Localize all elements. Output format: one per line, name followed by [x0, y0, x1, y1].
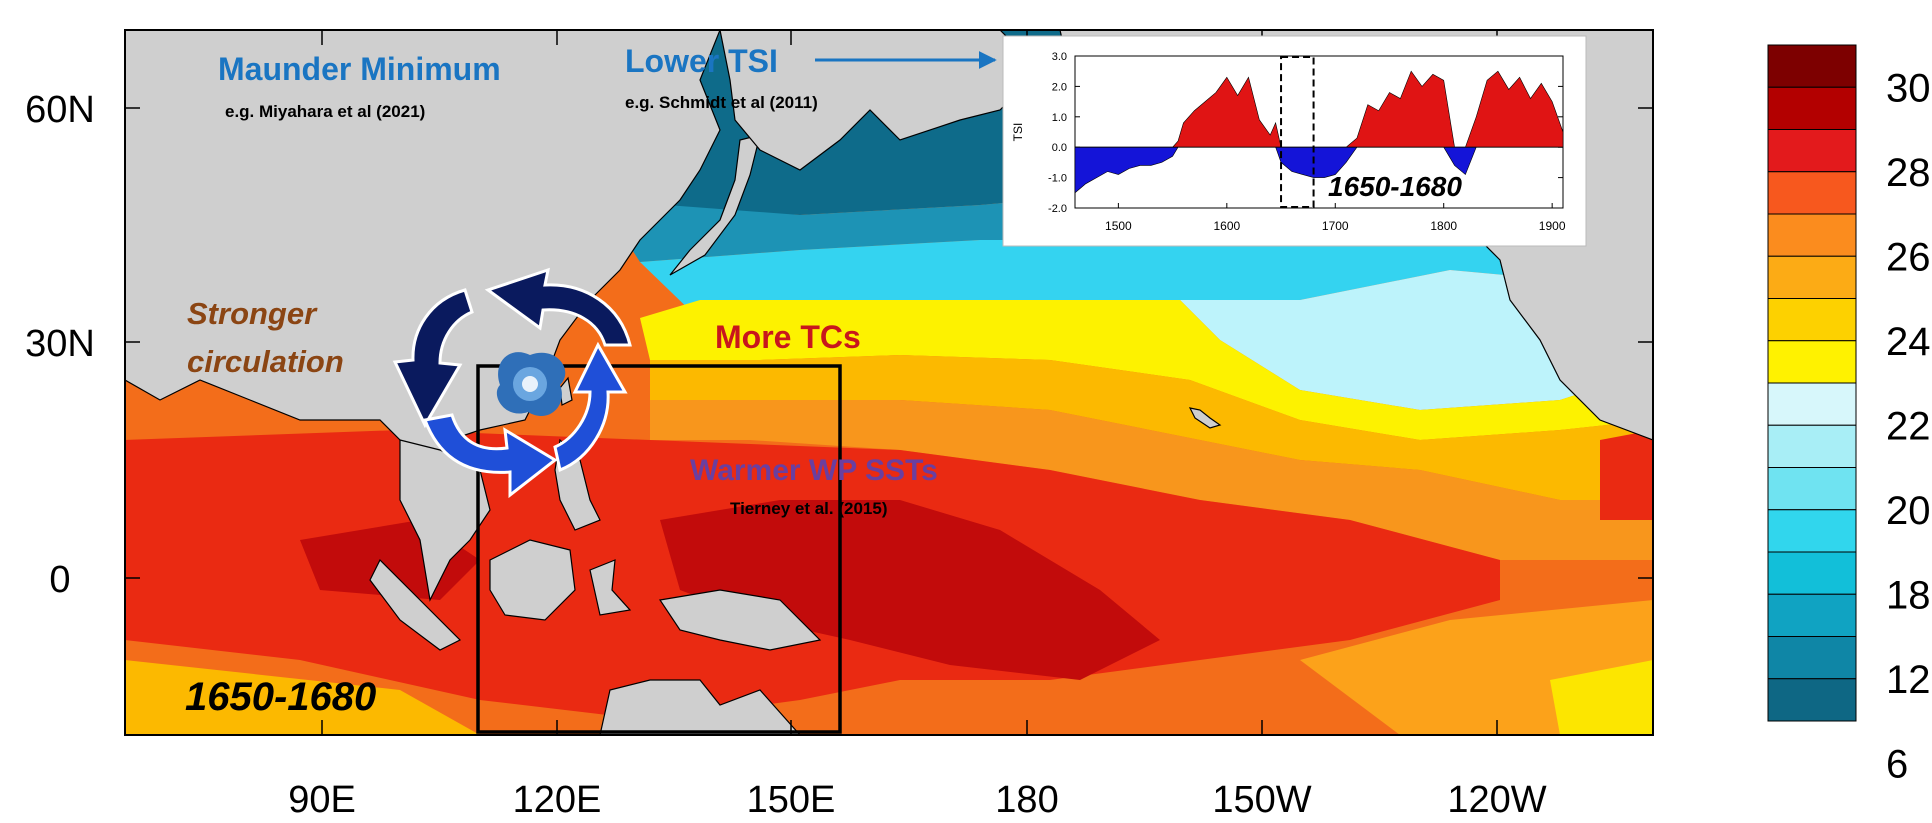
lat-label-30n: 30N	[25, 323, 95, 365]
colorbar-swatch	[1767, 678, 1857, 722]
colorbar-tick-label: 28	[1886, 151, 1931, 195]
colorbar-swatch	[1767, 213, 1857, 257]
colorbar-tick-label: 22	[1886, 404, 1931, 448]
hawaii	[1188, 407, 1222, 429]
inset-ylabel: TSI	[1011, 123, 1025, 142]
inset-y-tick-label: 2.0	[1052, 81, 1067, 93]
colorbar-tick-label: 18	[1886, 573, 1931, 617]
lat-label-60n: 60N	[25, 89, 95, 131]
inset-y-tick-label: -1.0	[1048, 173, 1067, 185]
sst-band-south-yellow	[1550, 660, 1653, 735]
stronger-circulation-line2: circulation	[187, 344, 344, 379]
colorbar-tick-label: 30	[1886, 66, 1931, 110]
asia-landmass	[125, 30, 721, 471]
colorbar-swatch	[1767, 86, 1857, 130]
maunder-minimum-title: Maunder Minimum	[218, 51, 501, 87]
inset-x-tick-label: 1700	[1322, 219, 1349, 233]
inset-x-tick-label: 1900	[1539, 219, 1566, 233]
sulawesi	[589, 559, 632, 616]
lower-tsi-title: Lower TSI	[625, 43, 778, 79]
inset-x-tick-label: 1800	[1430, 219, 1457, 233]
inset-y-tick-label: 0.0	[1052, 142, 1067, 154]
warm-pool-box	[476, 364, 842, 734]
colorbar: 30 28 26 24 22 20 18 12 6	[1767, 44, 1931, 786]
sst-band-yellow	[640, 300, 1653, 440]
colorbar-swatch	[1767, 255, 1857, 299]
colorbar-swatch	[1767, 467, 1857, 511]
inset-x-tick-label: 1500	[1105, 219, 1132, 233]
lower-tsi-reference: e.g. Schmidt et al (2011)	[625, 93, 818, 112]
new-guinea	[658, 589, 822, 651]
colorbar-tick-label: 24	[1886, 320, 1931, 364]
sst-band-orange	[650, 400, 1653, 560]
colorbar-swatch	[1767, 551, 1857, 595]
arrow-left-dark	[392, 288, 474, 429]
lon-label-180: 180	[995, 779, 1058, 821]
lon-label-120e: 120E	[513, 779, 602, 821]
inset-y-tick-label: 3.0	[1052, 51, 1067, 63]
tsi-inset: 3.0 2.0 1.0 0.0 -1.0 -2.0 1500 1600 1700 1800 190…	[1002, 35, 1587, 247]
lon-label-150e: 150E	[747, 779, 836, 821]
more-tcs-label: More TCs	[715, 319, 861, 355]
lon-label-90e: 90E	[288, 779, 356, 821]
inset-y-ticks: 3.0 2.0 1.0 0.0 -1.0 -2.0	[1048, 51, 1563, 215]
sst-band-eastern-red	[1600, 430, 1653, 520]
colorbar-swatch	[1767, 509, 1857, 553]
colorbar-swatch	[1767, 171, 1857, 215]
inset-x-ticks: 1500 1600 1700 1800 1900	[1105, 203, 1566, 233]
inset-x-tick-label: 1600	[1213, 219, 1240, 233]
colorbar-tick-label: 26	[1886, 235, 1931, 279]
colorbar-swatch	[1767, 129, 1857, 173]
borneo	[489, 539, 576, 621]
lon-label-150w: 150W	[1212, 779, 1311, 821]
inset-y-tick-label: -2.0	[1048, 203, 1067, 215]
arrow-right-blue	[553, 341, 628, 473]
lat-label-0: 0	[49, 559, 70, 601]
colorbar-tick-label: 6	[1886, 742, 1908, 786]
lat-ticks	[125, 107, 1653, 579]
sst-band-gold	[650, 355, 1653, 500]
colorbar-swatch	[1767, 44, 1857, 88]
map-period-label: 1650-1680	[185, 675, 376, 719]
colorbar-swatch	[1767, 340, 1857, 384]
colorbar-swatch	[1767, 593, 1857, 637]
sst-band-south-indian	[125, 660, 480, 735]
colorbar-swatch	[1767, 382, 1857, 426]
inset-period-box	[1280, 56, 1315, 208]
colorbar-swatch	[1767, 424, 1857, 468]
lon-label-120w: 120W	[1447, 779, 1546, 821]
inset-period-label: 1650-1680	[1328, 171, 1462, 202]
sumatra	[369, 558, 462, 651]
map-frame	[124, 29, 1654, 736]
circulation-arrows	[392, 267, 632, 499]
sst-band-darkred	[660, 500, 1160, 680]
australia	[599, 679, 801, 735]
inset-y-tick-label: 1.0	[1052, 112, 1067, 124]
colorbar-swatch	[1767, 636, 1857, 680]
tierney-reference: Tierney et al. (2015)	[730, 499, 888, 518]
colorbar-tick-label: 20	[1886, 489, 1931, 533]
maunder-minimum-reference: e.g. Miyahara et al (2021)	[225, 102, 425, 121]
arrow-top-dark	[484, 267, 632, 347]
typhoon-icon	[496, 352, 566, 417]
colorbar-tick-label: 12	[1886, 658, 1931, 702]
stronger-circulation-line1: Stronger	[187, 296, 318, 331]
arrow-bottom-blue	[422, 413, 558, 499]
warmer-wp-ssts-label: Warmer WP SSTs	[690, 454, 938, 487]
colorbar-swatch	[1767, 298, 1857, 342]
japan-islands	[669, 134, 761, 276]
